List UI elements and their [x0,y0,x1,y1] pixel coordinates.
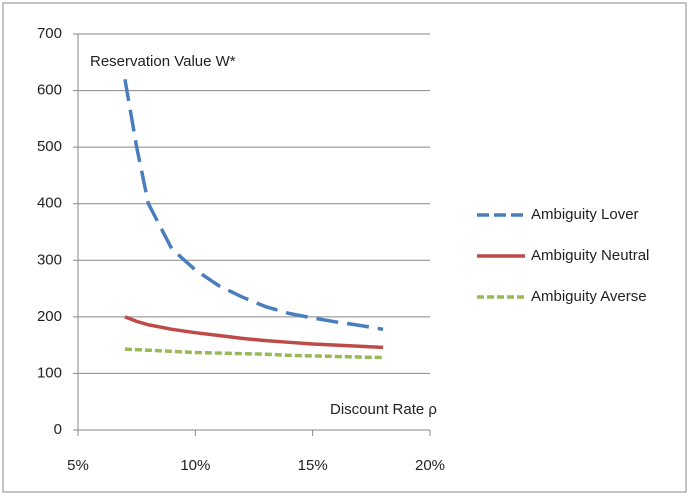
series-line [124,315,384,350]
x-tick-label: 5% [67,457,89,474]
y-tick-label: 100 [37,364,62,381]
x-tick-label: 15% [298,457,328,474]
y-annotation: Reservation Value W* [90,53,236,70]
x-annotation: Discount Rate ρ [330,401,437,418]
y-tick-label: 600 [37,82,62,99]
y-tick-label: 400 [37,195,62,212]
y-tick-label: 300 [37,251,62,268]
x-tick-label: 20% [415,457,445,474]
legend-label: Ambiguity Lover [531,206,639,223]
y-tick-label: 700 [37,25,62,42]
legend-label: Ambiguity Averse [531,288,647,305]
series-line [124,347,384,360]
y-tick-label: 500 [37,138,62,155]
legend-label: Ambiguity Neutral [531,247,649,264]
series-line [123,78,384,332]
y-tick-label: 0 [54,421,62,438]
y-tick-label: 200 [37,308,62,325]
x-tick-label: 10% [180,457,210,474]
